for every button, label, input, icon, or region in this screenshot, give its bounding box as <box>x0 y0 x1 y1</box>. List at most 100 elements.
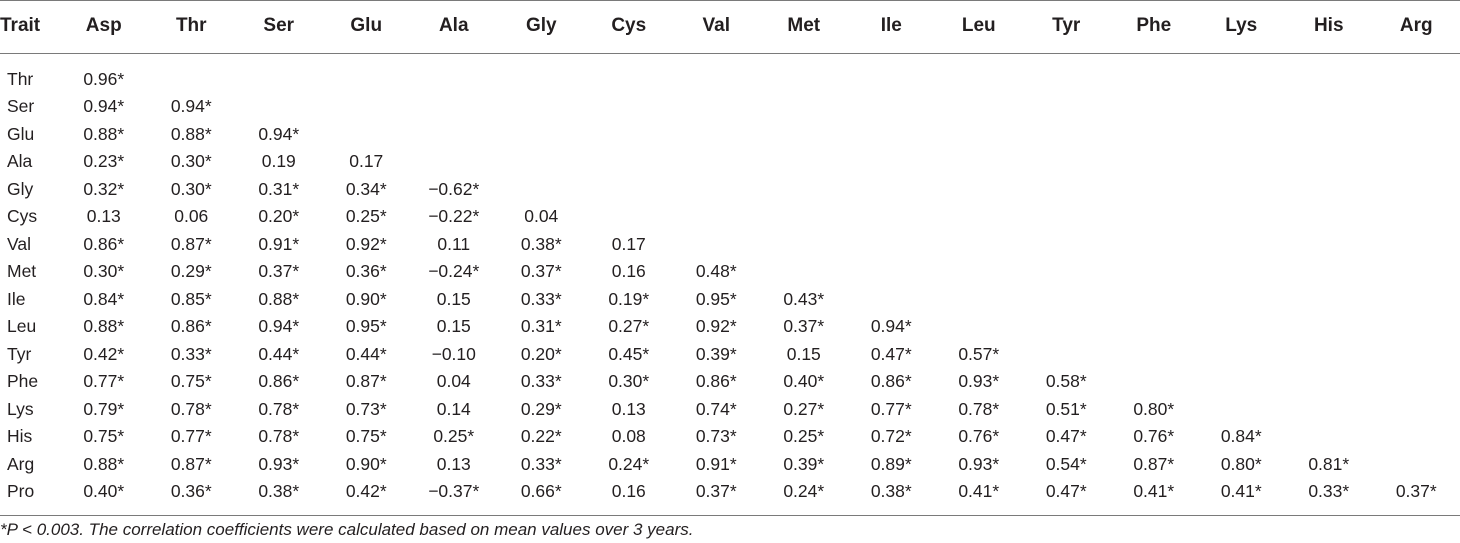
table-row: Pro 0.40* 0.36* 0.38* 0.42* −0.37* 0.66* 0.16 0.… <box>0 478 1460 516</box>
table-cell: −0.22* <box>428 206 480 227</box>
table-row: Cys 0.13 0.06 0.20* 0.25* −0.22* 0.04 <box>0 203 1460 231</box>
table-cell <box>410 54 498 94</box>
table-cell: 0.80* <box>1133 398 1175 419</box>
table-cell <box>1110 93 1198 121</box>
table-cell: 0.91* <box>258 233 300 254</box>
header-cell-lys: Lys <box>1197 0 1285 54</box>
header-cell-met: Met <box>760 0 848 54</box>
table-cell <box>1285 258 1373 286</box>
table-cell <box>1373 451 1460 479</box>
table-cell: 0.42* <box>83 343 125 364</box>
table-cell <box>1023 313 1111 341</box>
table-cell <box>760 203 848 231</box>
table-cell: 0.17 <box>349 151 384 172</box>
table-cell: 0.22* <box>520 426 562 447</box>
table-cell <box>848 148 936 176</box>
header-cell-ile: Ile <box>847 0 935 54</box>
table-cell <box>1373 286 1460 314</box>
table-cell <box>935 313 1023 341</box>
table-cell <box>585 148 673 176</box>
header-cell-ser: Ser <box>235 0 323 54</box>
table-cell: 0.86* <box>870 371 912 392</box>
table-cell <box>410 121 498 149</box>
correlation-table: Trait Asp Thr Ser Glu Ala Gly Cys Val Met Ile Leu Ty… <box>0 0 1460 516</box>
table-cell <box>585 54 673 94</box>
table-cell <box>760 93 848 121</box>
table-cell: 0.75* <box>83 426 125 447</box>
table-cell <box>1285 423 1373 451</box>
table-cell <box>1373 54 1460 94</box>
header-cell-trait: Trait <box>0 0 60 54</box>
table-cell <box>673 93 761 121</box>
table-cell <box>1110 121 1198 149</box>
table-cell <box>1110 203 1198 231</box>
row-label-cell: Lys <box>7 398 34 419</box>
table-cell <box>760 121 848 149</box>
table-cell <box>1373 368 1460 396</box>
table-cell <box>235 54 323 94</box>
table-cell: 0.95* <box>695 288 737 309</box>
table-cell: 0.90* <box>345 288 387 309</box>
table-cell: 0.78* <box>258 398 300 419</box>
table-cell <box>1373 121 1460 149</box>
table-cell: 0.86* <box>170 316 212 337</box>
table-cell: 0.08 <box>611 426 646 447</box>
table-cell <box>1023 176 1111 204</box>
table-cell <box>1110 368 1198 396</box>
table-cell <box>1285 313 1373 341</box>
header-cell-phe: Phe <box>1110 0 1198 54</box>
table-cell <box>1373 231 1460 259</box>
table-cell: 0.06 <box>174 206 209 227</box>
table-cell: 0.77* <box>83 371 125 392</box>
table-cell <box>1373 148 1460 176</box>
table-cell: 0.77* <box>870 398 912 419</box>
table-body: Thr 0.96* Ser 0.94* 0.94* Glu 0.88* 0.88* 0.94* A… <box>0 54 1460 516</box>
table-cell <box>1373 313 1460 341</box>
table-cell: 0.30* <box>170 151 212 172</box>
table-cell: 0.33* <box>1285 478 1373 516</box>
table-cell: 0.93* <box>958 371 1000 392</box>
table-cell <box>1023 148 1111 176</box>
table-cell: 0.66* <box>497 478 585 516</box>
header-cell-leu: Leu <box>935 0 1023 54</box>
table-cell: 0.30* <box>608 371 650 392</box>
table-cell: 0.73* <box>345 398 387 419</box>
row-label-cell: Val <box>7 233 31 254</box>
table-cell: 0.58* <box>1045 371 1087 392</box>
row-label-cell: Gly <box>7 178 34 199</box>
table-cell: 0.77* <box>170 426 212 447</box>
table-cell <box>848 286 936 314</box>
table-cell <box>1023 121 1111 149</box>
table-cell <box>935 121 1023 149</box>
table-cell: 0.13 <box>86 206 121 227</box>
table-row: Tyr 0.42* 0.33* 0.44* 0.44* −0.10 0.20* 0.45* 0.… <box>0 341 1460 369</box>
table-cell <box>760 258 848 286</box>
table-cell <box>760 54 848 94</box>
row-label-cell: Leu <box>7 316 37 337</box>
table-cell <box>1285 341 1373 369</box>
table-cell: 0.17 <box>611 233 646 254</box>
table-cell <box>1110 341 1198 369</box>
table-cell <box>1198 258 1286 286</box>
row-label-cell: Ala <box>7 151 33 172</box>
table-cell: 0.31* <box>520 316 562 337</box>
table-cell: 0.87* <box>170 453 212 474</box>
header-cell-gly: Gly <box>497 0 585 54</box>
table-cell: 0.78* <box>258 426 300 447</box>
table-cell: 0.90* <box>345 453 387 474</box>
table-cell: 0.75* <box>345 426 387 447</box>
table-cell: 0.43* <box>783 288 825 309</box>
table-cell <box>848 258 936 286</box>
table-cell: 0.36* <box>147 478 235 516</box>
table-cell: 0.93* <box>258 453 300 474</box>
table-cell <box>1023 203 1111 231</box>
table-cell: 0.54* <box>1045 453 1087 474</box>
table-cell: 0.88* <box>83 316 125 337</box>
table-cell: 0.93* <box>958 453 1000 474</box>
table-cell: 0.27* <box>608 316 650 337</box>
table-header: Trait Asp Thr Ser Glu Ala Gly Cys Val Met Ile Leu Ty… <box>0 0 1460 54</box>
table-cell <box>1110 54 1198 94</box>
table-cell: 0.37* <box>258 261 300 282</box>
table-cell <box>1285 286 1373 314</box>
table-cell: 0.16 <box>585 478 673 516</box>
